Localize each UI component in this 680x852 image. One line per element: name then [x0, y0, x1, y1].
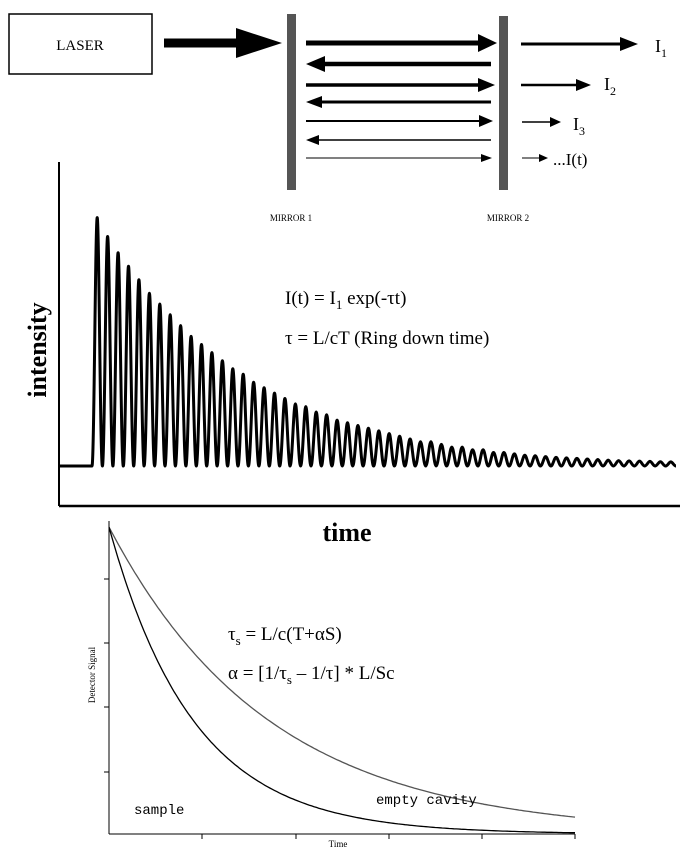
- sample-label: sample: [134, 803, 184, 819]
- output-label-2: I2: [604, 74, 616, 98]
- decay-plot: Detector Signal Time sample empty cavity…: [87, 521, 576, 849]
- mirror-2-label: MIRROR 2: [487, 213, 529, 223]
- decay-ylabel: Detector Signal: [87, 646, 97, 703]
- ringdown-equation-2: τ = L/cT (Ring down time): [285, 328, 489, 349]
- input-beam-arrow: [164, 28, 282, 58]
- ringdown-xlabel: time: [322, 518, 371, 547]
- decay-xlabel: Time: [329, 839, 348, 849]
- empty-cavity-curve: [108, 526, 576, 818]
- empty-cavity-label: empty cavity: [376, 793, 477, 809]
- transmitted-arrows: [521, 37, 638, 162]
- decay-equation-2: α = [1/τs – 1/τ] * L/Sc: [228, 663, 395, 687]
- ringdown-plot: intensity time I(t) = I1 exp(-τt) τ = L/…: [23, 162, 680, 547]
- cavity-diagram: LASER MIRROR 1 MIRROR 2: [8, 13, 667, 223]
- ringdown-ylabel: intensity: [23, 302, 52, 397]
- output-label-1: I1: [655, 36, 667, 60]
- mirror-1-label: MIRROR 1: [270, 213, 312, 223]
- laser-box: [8, 13, 153, 75]
- mirror-1: [287, 14, 296, 190]
- decay-equation-1: τs = L/c(T+αS): [228, 624, 342, 648]
- mirror-2: [499, 16, 508, 190]
- sample-curve: [108, 526, 575, 834]
- output-label-t: ...I(t): [553, 150, 587, 169]
- ringdown-equation-1: I(t) = I1 exp(-τt): [285, 288, 406, 312]
- decay-ticks: [104, 578, 576, 839]
- internal-reflections: [306, 34, 497, 162]
- output-label-3: I3: [573, 114, 585, 138]
- ringdown-trace: [59, 216, 677, 468]
- laser-label: LASER: [56, 38, 104, 54]
